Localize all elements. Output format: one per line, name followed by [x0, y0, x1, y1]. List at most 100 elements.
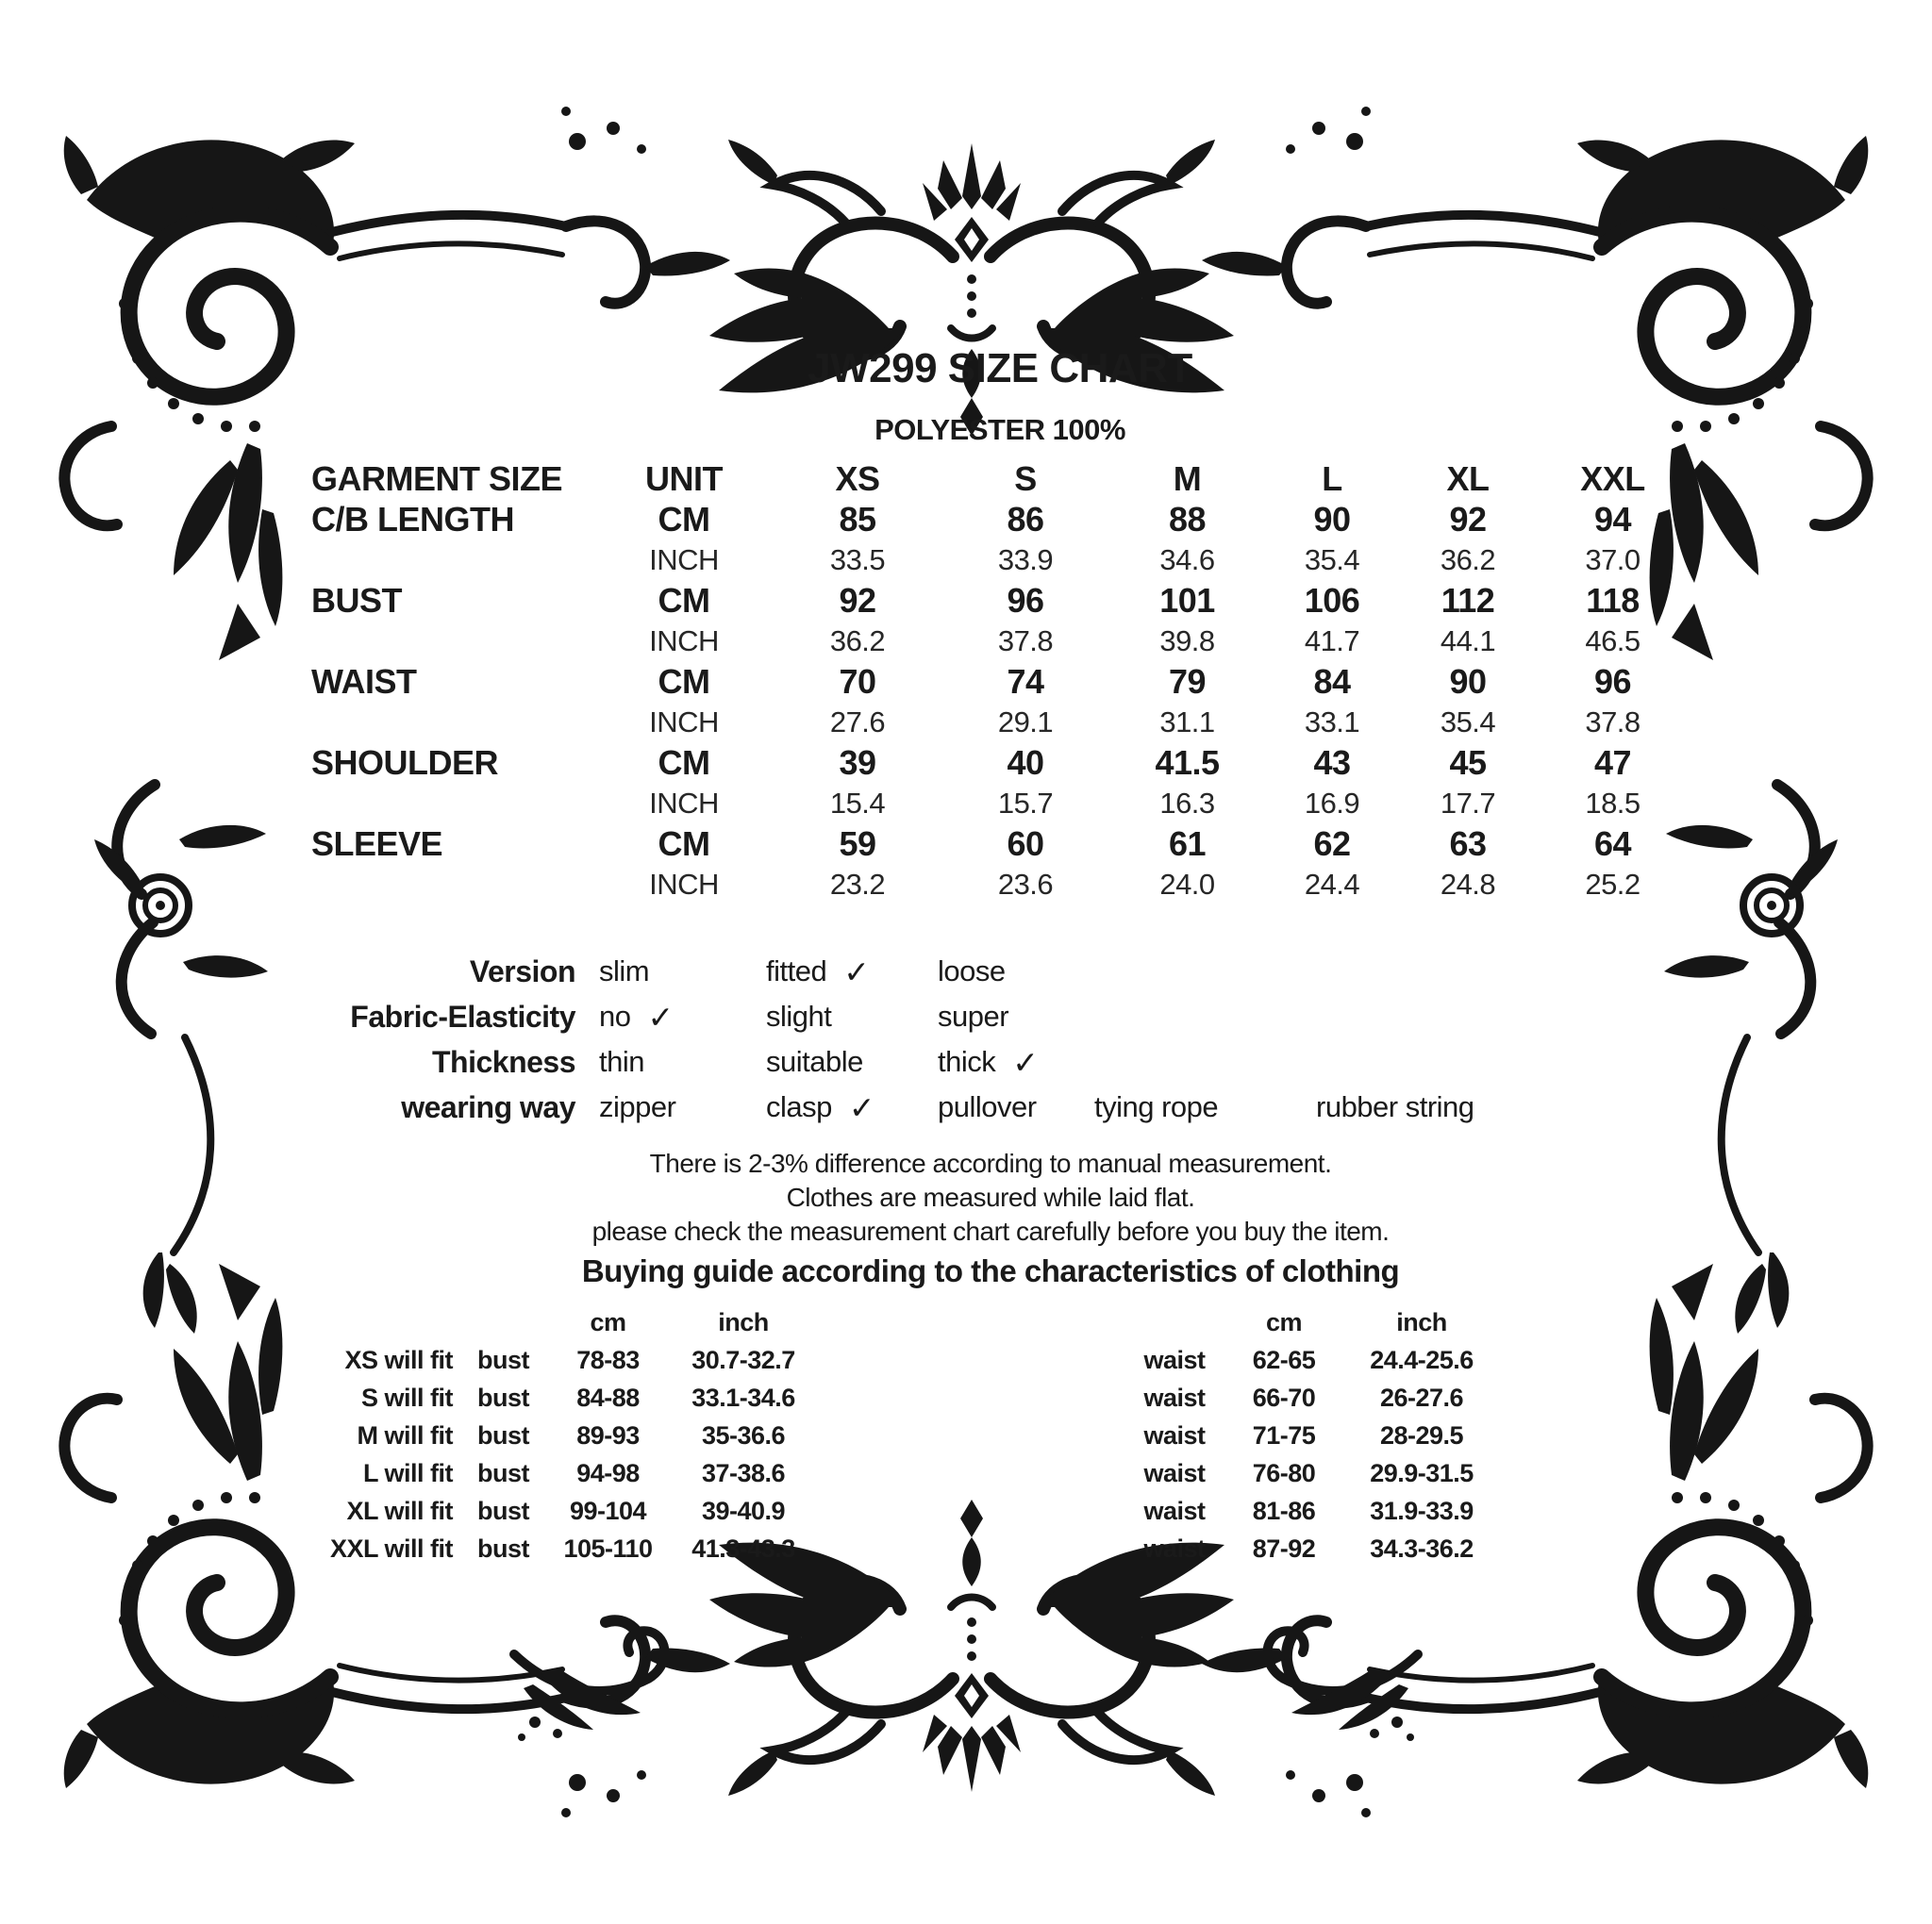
col-header-inch: inch [718, 1307, 769, 1336]
col-header-cm: cm [590, 1307, 626, 1336]
cm-value: 92 [839, 580, 876, 620]
inch-value: 33.5 [829, 542, 886, 576]
note-line: please check the measurement chart caref… [591, 1217, 1390, 1246]
cm-value: 70 [839, 661, 876, 701]
cm-value: 62 [1313, 823, 1351, 863]
cm-value: 43 [1313, 742, 1351, 782]
row-label: SHOULDER [311, 742, 499, 782]
cm-value: 45 [1449, 742, 1487, 782]
attr-option: rubber string [1316, 1090, 1474, 1123]
inch-value: 15.4 [829, 786, 886, 820]
guide-part: waist [1143, 1458, 1206, 1487]
guide-cm-range: 99-104 [569, 1496, 647, 1525]
guide-inch-range: 29.9-31.5 [1370, 1458, 1474, 1487]
inch-value: 24.4 [1304, 867, 1360, 901]
cm-value: 96 [1593, 661, 1632, 701]
attr-option: loose [938, 954, 1006, 987]
cm-value: 61 [1168, 823, 1207, 863]
guide-inch-range: 26-27.6 [1379, 1383, 1464, 1412]
cm-value: 59 [839, 823, 876, 863]
unit-inch: INCH [649, 705, 719, 738]
inch-value: 23.6 [997, 867, 1054, 901]
guide-inch-range: 24.4-25.6 [1370, 1345, 1474, 1374]
inch-value: 31.1 [1159, 705, 1215, 738]
guide-part: waist [1143, 1496, 1206, 1525]
guide-cm-range: 94-98 [576, 1458, 640, 1487]
cm-value: 84 [1313, 661, 1351, 701]
inch-value: 44.1 [1440, 623, 1496, 657]
flourish-vine-right [1664, 785, 1838, 1334]
guide-cm-range: 87-92 [1252, 1534, 1316, 1563]
row-label: BUST [311, 580, 403, 620]
size-header-xl: XL [1446, 458, 1490, 498]
guide-inch-range: 28-29.5 [1379, 1420, 1464, 1450]
cm-value: 40 [1007, 742, 1044, 782]
inch-value: 37.8 [997, 623, 1054, 657]
attr-option: no [599, 1000, 631, 1033]
guide-size-label: M will fit [357, 1420, 454, 1450]
guide-part: waist [1143, 1420, 1206, 1450]
attr-label: Version [469, 954, 576, 988]
inch-value: 16.3 [1159, 786, 1215, 820]
guide-inch-range: 37-38.6 [701, 1458, 786, 1487]
inch-value: 24.8 [1440, 867, 1496, 901]
inch-value: 25.2 [1585, 867, 1641, 901]
unit-cm: CM [658, 580, 711, 620]
size-table: GARMENT SIZE UNIT XS S M L XL XXL C/B LE… [311, 458, 1689, 904]
size-header-s: S [1014, 458, 1037, 498]
attr-option: clasp [766, 1090, 832, 1123]
unit-cm: CM [658, 823, 711, 863]
buying-guide-heading: Buying guide according to the characteri… [581, 1253, 1400, 1288]
attr-option: thin [599, 1045, 644, 1078]
guide-cm-range: 62-65 [1252, 1345, 1316, 1374]
page-title: JW299 SIZE CHART [808, 345, 1192, 391]
guide-part: bust [477, 1383, 530, 1412]
guide-cm-range: 76-80 [1252, 1458, 1316, 1487]
inch-value: 23.2 [829, 867, 886, 901]
size-header-l: L [1322, 458, 1342, 498]
cm-value: 101 [1159, 580, 1215, 620]
col-header-cm: cm [1265, 1307, 1303, 1336]
guide-cm-range: 89-93 [576, 1420, 640, 1450]
check-icon: ✓ [843, 954, 870, 989]
unit-cm: CM [658, 742, 711, 782]
note-line: There is 2-3% difference according to ma… [649, 1149, 1332, 1178]
inch-value: 33.1 [1304, 705, 1360, 738]
inch-value: 35.4 [1440, 705, 1496, 738]
inch-value: 46.5 [1585, 623, 1641, 657]
inch-value: 39.8 [1159, 623, 1215, 657]
inch-value: 36.2 [1440, 542, 1496, 576]
cm-value: 41.5 [1155, 742, 1220, 782]
guide-cm-range: 81-86 [1252, 1496, 1316, 1525]
guide-cm-range: 105-110 [563, 1534, 653, 1563]
unit-cm: CM [658, 661, 711, 701]
buying-guide-bust-table: cm inch XS will fit bust 78-83 30.7-32.7… [283, 1303, 819, 1567]
guide-part: waist [1143, 1383, 1206, 1412]
cm-value: 112 [1441, 580, 1495, 620]
measurement-notes: There is 2-3% difference according to ma… [377, 1147, 1604, 1289]
attr-label: wearing way [401, 1089, 575, 1124]
inch-value: 18.5 [1585, 786, 1641, 820]
attr-option: tying rope [1094, 1090, 1219, 1123]
attr-label: Fabric-Elasticity [350, 999, 575, 1034]
guide-inch-range: 34.3-36.2 [1370, 1534, 1474, 1563]
guide-part: bust [477, 1420, 530, 1450]
guide-size-label: L will fit [363, 1458, 454, 1487]
guide-part: bust [477, 1458, 530, 1487]
size-header-m: M [1173, 458, 1202, 498]
flourish-vine-left [94, 785, 268, 1334]
cm-value: 94 [1593, 499, 1632, 539]
inch-value: 29.1 [997, 705, 1054, 738]
guide-size-label: XL will fit [346, 1496, 453, 1525]
guide-size-label: S will fit [360, 1383, 454, 1412]
attr-row-version: Version slim✓ fitted✓ loose✓ [264, 949, 1505, 994]
attribute-section: Version slim ✓ fitted ✓ loose ✓ Fabric-Elas… [264, 949, 1505, 1130]
guide-cm-range: 71-75 [1252, 1420, 1316, 1450]
cm-value: 60 [1007, 823, 1044, 863]
unit-header: UNIT [645, 458, 724, 498]
row-label: WAIST [311, 661, 417, 701]
check-icon: ✓ [1012, 1044, 1039, 1080]
cm-value: 47 [1593, 742, 1632, 782]
cm-value: 92 [1449, 499, 1487, 539]
